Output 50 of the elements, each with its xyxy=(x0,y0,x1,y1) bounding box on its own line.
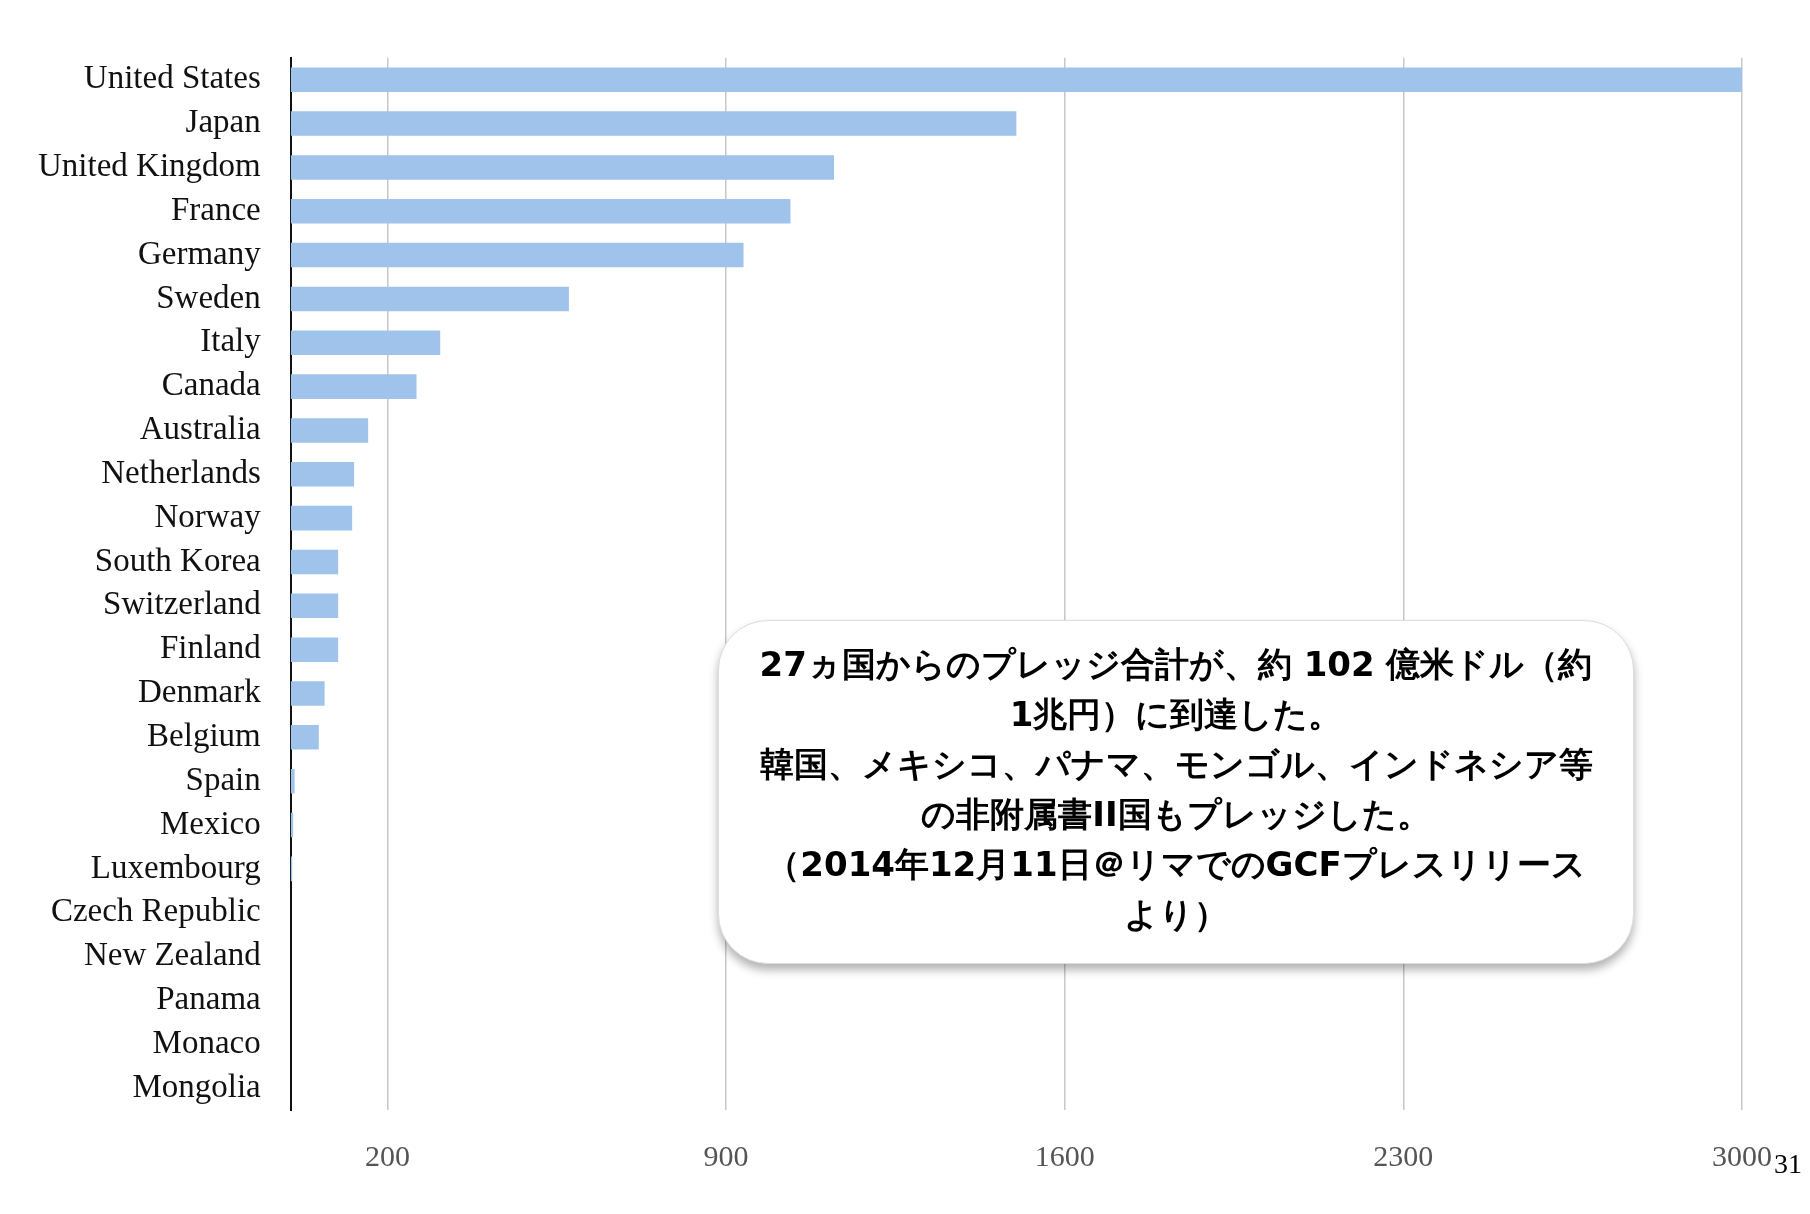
y-tick-label: Japan xyxy=(185,103,261,140)
y-tick-label: France xyxy=(170,190,261,227)
y-tick-label: Finland xyxy=(159,629,262,666)
x-tick-label: 1600 xyxy=(1034,1138,1095,1172)
y-tick-label: Germany xyxy=(137,234,262,271)
bar xyxy=(290,374,417,399)
y-tick-label: United States xyxy=(83,59,261,96)
x-tick-label: 200 xyxy=(364,1138,410,1172)
y-tick-label: Denmark xyxy=(137,673,262,710)
y-tick-label: South Korea xyxy=(94,541,262,578)
bar xyxy=(290,242,744,268)
bar xyxy=(290,111,1017,136)
bar xyxy=(290,549,339,575)
bar xyxy=(290,505,353,531)
bar xyxy=(290,681,325,706)
x-tick-label: 3000 xyxy=(1712,1138,1772,1172)
y-tick-label: Sweden xyxy=(156,278,261,315)
bar xyxy=(290,768,295,794)
y-tick-label: Spain xyxy=(185,760,261,797)
bar xyxy=(290,593,339,619)
bar xyxy=(290,637,339,662)
y-tick-label: Luxembourg xyxy=(90,848,261,885)
x-tick-label: 2300 xyxy=(1373,1138,1434,1172)
bar xyxy=(290,418,369,443)
y-tick-label: Czech Republic xyxy=(50,892,261,929)
y-tick-label: Mexico xyxy=(159,804,261,841)
bar xyxy=(290,330,441,356)
x-tick-label: 900 xyxy=(703,1138,749,1172)
bar xyxy=(290,462,355,487)
y-tick-label: Panama xyxy=(156,980,262,1017)
bar xyxy=(290,155,834,180)
text: 31 xyxy=(1774,1148,1802,1180)
y-tick-label: Switzerland xyxy=(103,585,262,622)
y-tick-label: New Zealand xyxy=(83,936,262,973)
y-tick-label: Italy xyxy=(200,322,262,359)
y-tick-label: Canada xyxy=(161,366,262,403)
y-tick-label: Belgium xyxy=(147,717,262,754)
bar xyxy=(290,286,569,312)
bar xyxy=(290,725,319,750)
annotation: 韓国、メキシコ、パナマ、モンゴル、インドネシア等の非附属書II国もプレッジした。 xyxy=(759,743,1593,836)
y-tick-label: Australia xyxy=(139,410,262,447)
bar xyxy=(290,67,1742,92)
annotation: （2014年12月11日＠リマでのGCFプレスリリースより） xyxy=(765,843,1587,936)
y-tick-label: Mongolia xyxy=(132,1067,262,1104)
annotation: 27ヵ国からのプレッジ合計が、約 102 億米ドル（約1兆円）に到達した。 xyxy=(759,643,1593,736)
y-tick-label: Norway xyxy=(154,497,262,534)
y-tick-label: Netherlands xyxy=(101,453,261,490)
y-tick-label: United Kingdom xyxy=(38,147,262,184)
y-tick-label: Monaco xyxy=(152,1023,261,1060)
bar xyxy=(290,198,791,224)
